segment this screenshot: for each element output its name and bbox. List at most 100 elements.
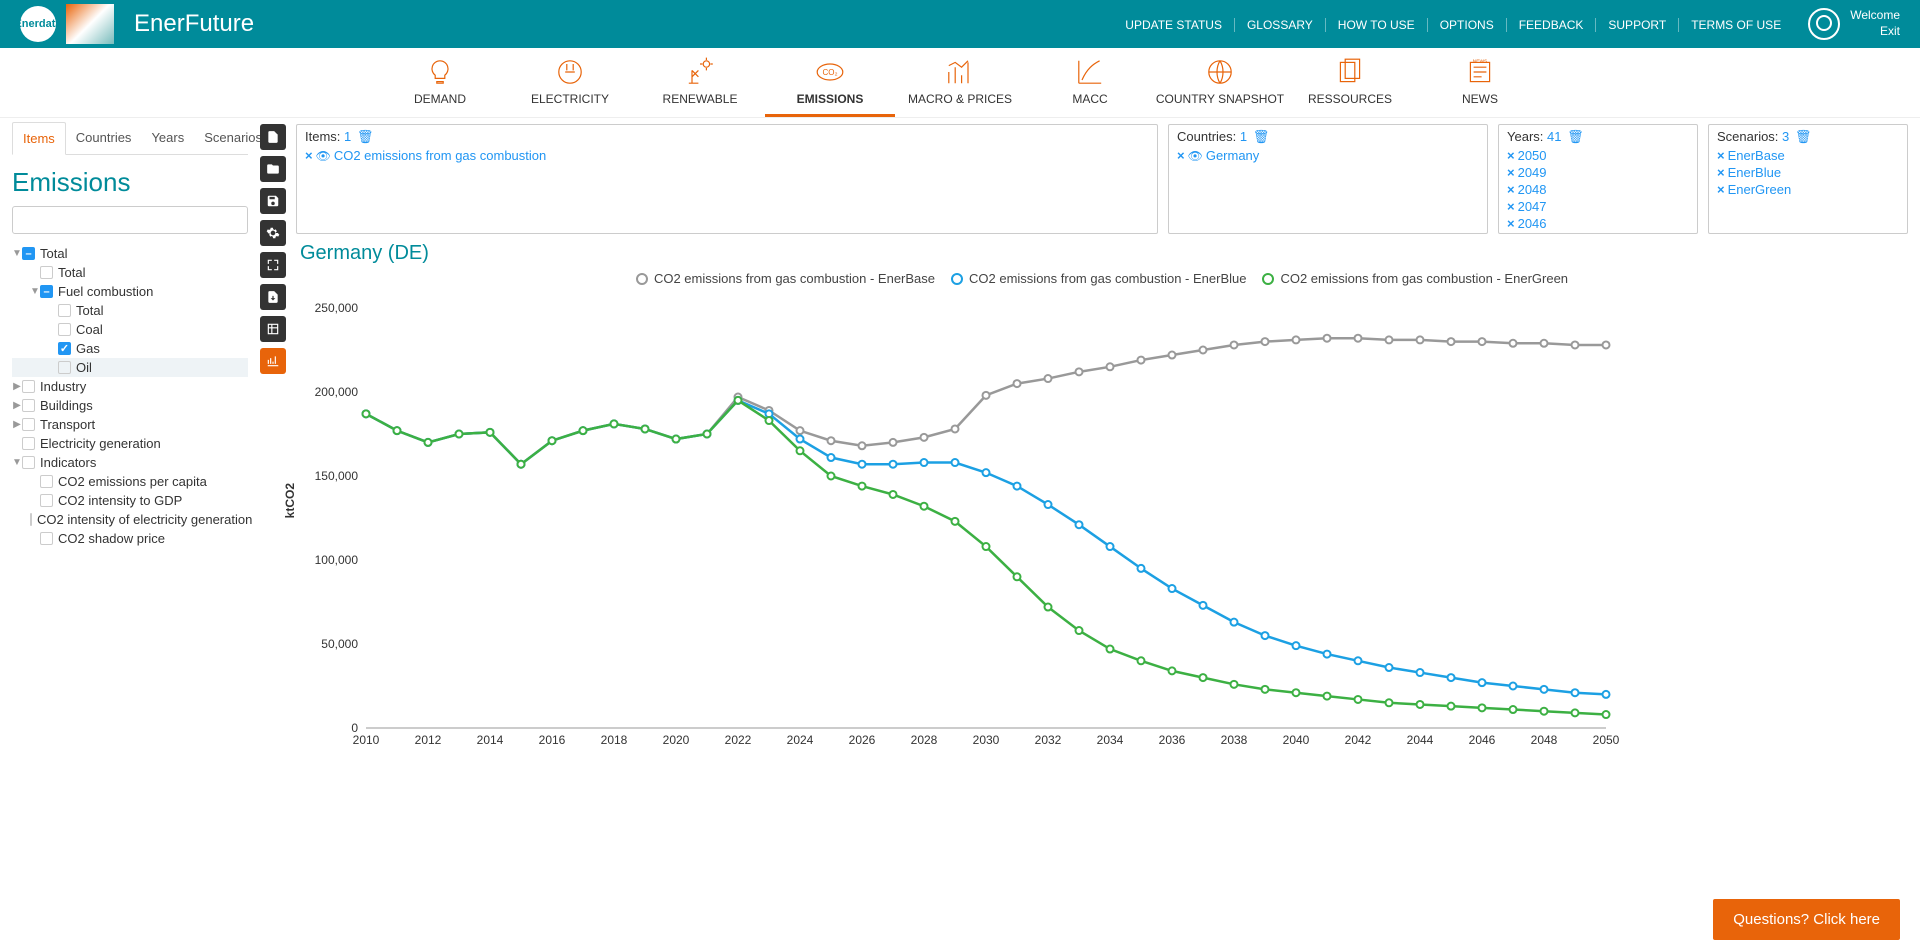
eye-icon[interactable]: 👁 [316,149,331,163]
filter-value[interactable]: ×2048 [1507,181,1689,198]
header-link[interactable]: FEEDBACK [1507,18,1597,32]
logo-circle[interactable]: Enerdata [20,6,56,42]
svg-text:2024: 2024 [787,733,814,747]
user-icon[interactable] [1808,8,1840,40]
tree-indicators[interactable]: ▼Indicators [12,453,248,472]
tool-export[interactable] [260,284,286,310]
tree-total[interactable]: ▼–Total [12,244,248,263]
mainnav-label: EMISSIONS [765,92,895,106]
questions-button[interactable]: Questions? Click here [1713,899,1900,940]
legend-item[interactable]: CO2 emissions from gas combustion - Ener… [636,271,935,286]
tree-buildings-label: Buildings [40,398,93,413]
filter-value[interactable]: ×2049 [1507,164,1689,181]
mainnav-item[interactable]: ELECTRICITY [505,48,635,117]
remove-icon[interactable]: × [1717,182,1725,197]
header-link[interactable]: GLOSSARY [1235,18,1326,32]
mainnav-item[interactable]: DEMAND [375,48,505,117]
mainnav-item[interactable]: MACC [1025,48,1155,117]
mainnav-icon: CO₂ [765,54,895,90]
mainnav-item[interactable]: NEWSNEWS [1415,48,1545,117]
svg-text:100,000: 100,000 [315,553,359,567]
tree-fuel-oil-label: Oil [76,360,92,375]
remove-icon[interactable]: × [305,148,313,163]
eye-icon[interactable]: 👁 [1188,149,1203,163]
legend-item[interactable]: CO2 emissions from gas combustion - Ener… [951,271,1246,286]
sidebar-tab[interactable]: Years [141,122,194,154]
tree-ind-elec-label: CO2 intensity of electricity generation [37,512,252,527]
remove-icon[interactable]: × [1507,216,1515,231]
tree-fuel-total[interactable]: Total [12,301,248,320]
tree-fuel[interactable]: ▼–Fuel combustion [12,282,248,301]
filter-value[interactable]: ×EnerGreen [1717,181,1899,198]
remove-icon[interactable]: × [1507,182,1515,197]
header-link[interactable]: OPTIONS [1428,18,1507,32]
tool-new[interactable] [260,124,286,150]
svg-text:2048: 2048 [1531,733,1558,747]
search-input[interactable] [12,206,248,234]
tool-table[interactable] [260,316,286,342]
mainnav-item[interactable]: MACRO & PRICES [895,48,1025,117]
filter-value-label: 2049 [1518,165,1547,180]
header-link[interactable]: HOW TO USE [1326,18,1428,32]
brand-title: EnerFuture [134,10,254,38]
tool-open[interactable] [260,156,286,182]
mainnav-icon [505,54,635,90]
header-right: UPDATE STATUSGLOSSARYHOW TO USEOPTIONSFE… [1113,8,1900,40]
sidebar-tab[interactable]: Items [12,122,66,155]
tool-fullscreen[interactable] [260,252,286,278]
svg-text:2042: 2042 [1345,733,1372,747]
filter-value[interactable]: ×EnerBase [1717,147,1899,164]
svg-text:2044: 2044 [1407,733,1434,747]
tool-save[interactable] [260,188,286,214]
tree-ind-percap[interactable]: CO2 emissions per capita [12,472,248,491]
tree-fuel-coal-label: Coal [76,322,103,337]
main-nav: DEMANDELECTRICITYRENEWABLECO₂EMISSIONSMA… [0,48,1920,118]
remove-icon[interactable]: × [1717,148,1725,163]
remove-icon[interactable]: × [1507,199,1515,214]
remove-icon[interactable]: × [1507,148,1515,163]
filter-countries-value[interactable]: ×👁Germany [1177,147,1479,164]
sidebar-tab[interactable]: Countries [66,122,142,154]
tool-settings[interactable] [260,220,286,246]
tree-industry-label: Industry [40,379,86,394]
tree-fuel-label: Fuel combustion [58,284,153,299]
mainnav-item[interactable]: RENEWABLE [635,48,765,117]
filter-items-value[interactable]: ×👁CO2 emissions from gas combustion [305,147,1149,164]
header-link[interactable]: SUPPORT [1596,18,1679,32]
header-link[interactable]: UPDATE STATUS [1113,18,1235,32]
tree-fuel-coal[interactable]: Coal [12,320,248,339]
mainnav-item[interactable]: COUNTRY SNAPSHOT [1155,48,1285,117]
tree-ind-elec[interactable]: CO2 intensity of electricity generation [12,510,248,529]
filter-years-clear-icon[interactable]: 🗑 [1567,129,1584,144]
remove-icon[interactable]: × [1507,165,1515,180]
tree-industry[interactable]: ▶Industry [12,377,248,396]
svg-text:2038: 2038 [1221,733,1248,747]
tree-ind-gdp[interactable]: CO2 intensity to GDP [12,491,248,510]
tree-transport[interactable]: ▶Transport [12,415,248,434]
tree-buildings[interactable]: ▶Buildings [12,396,248,415]
filter-value[interactable]: ×2046 [1507,215,1689,232]
svg-text:2012: 2012 [415,733,442,747]
tree-ind-shadow[interactable]: CO2 shadow price [12,529,248,548]
svg-text:2032: 2032 [1035,733,1062,747]
tool-chart[interactable] [260,348,286,374]
tree-total-sub[interactable]: Total [12,263,248,282]
legend-item[interactable]: CO2 emissions from gas combustion - Ener… [1262,271,1568,286]
filter-countries-clear-icon[interactable]: 🗑 [1253,129,1270,144]
tree-fuel-gas[interactable]: ✓Gas [12,339,248,358]
main-area: Items: 1 🗑 ×👁CO2 emissions from gas comb… [290,118,1920,781]
filter-scenarios-clear-icon[interactable]: 🗑 [1795,129,1812,144]
mainnav-item[interactable]: RESSOURCES [1285,48,1415,117]
filter-value[interactable]: ×EnerBlue [1717,164,1899,181]
filter-value[interactable]: ×2047 [1507,198,1689,215]
tree-elecgen[interactable]: Electricity generation [12,434,248,453]
filter-value[interactable]: ×2050 [1507,147,1689,164]
tree-fuel-oil[interactable]: Oil [12,358,248,377]
header-link[interactable]: TERMS OF USE [1679,18,1793,32]
exit-link[interactable]: Exit [1850,24,1900,40]
mainnav-item[interactable]: CO₂ EMISSIONS [765,48,895,117]
remove-icon[interactable]: × [1717,165,1725,180]
mainnav-label: NEWS [1415,92,1545,106]
filter-items-clear-icon[interactable]: 🗑 [357,129,374,144]
remove-icon[interactable]: × [1177,148,1185,163]
